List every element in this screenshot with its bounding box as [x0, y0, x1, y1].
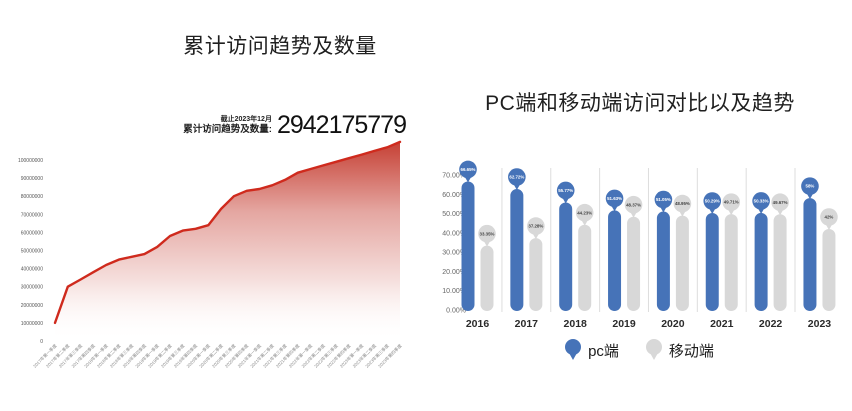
- balloon-bubble: [508, 168, 526, 186]
- left-y-tick-label: 0: [40, 339, 43, 345]
- left-chart-title: 累计访问趋势及数量: [183, 35, 377, 58]
- legend-balloon-icon: [565, 339, 582, 360]
- pc-bar-2018: [559, 202, 573, 311]
- balloon-bubble: [478, 224, 496, 243]
- legend-label: pc端: [588, 342, 619, 360]
- value-label: 37.28%: [528, 224, 543, 229]
- right-y-tick-label: 10.00%: [442, 288, 466, 295]
- summary-annotation: 截止2023年12月 累计访问趋势及数量: 2942175779: [148, 111, 407, 139]
- left-y-tick-label: 10000000: [21, 321, 43, 327]
- value-label: 49.71%: [724, 200, 739, 205]
- balloon-bubble: [459, 160, 477, 179]
- legend-label: 移动端: [668, 342, 714, 360]
- year-label: 2023: [808, 318, 832, 330]
- balloon-bubble: [605, 189, 624, 208]
- pc-bar-2023: [803, 198, 817, 311]
- left-y-tick-label: 70000000: [21, 212, 43, 218]
- year-label: 2016: [466, 318, 490, 330]
- chart-legend: pc端 移动端: [426, 338, 852, 362]
- left-y-tick-label: 20000000: [21, 303, 43, 309]
- trend-line: [53, 140, 402, 325]
- value-label: 55.77%: [558, 188, 573, 193]
- right-y-tick-label: 70.00%: [442, 172, 466, 179]
- left-y-tick-label: 40000000: [21, 267, 43, 273]
- year-label: 2019: [612, 318, 636, 330]
- balloon-bubble: [624, 195, 643, 214]
- pc-vs-mobile-bar-chart: 0.00% 10.00% 20.00% 30.00% 40.00% 50.00% 60.00…: [442, 160, 838, 330]
- value-label: 66.65%: [461, 167, 476, 172]
- balloon-bubble: [820, 208, 838, 226]
- mobile-bar-2023: [822, 228, 836, 311]
- annotation-total-value: 2942175779: [276, 111, 407, 139]
- pc-bar-2017: [510, 189, 524, 311]
- value-label: 42%: [825, 215, 834, 220]
- pc-bar-2016: [461, 181, 475, 311]
- balloon-bubble: [801, 177, 819, 195]
- balloon-bubble: [527, 217, 545, 235]
- year-label: 2022: [759, 318, 783, 330]
- balloon-bubble: [654, 190, 673, 209]
- left-y-tick-label: 80000000: [21, 194, 43, 200]
- left-y-tick-label: 60000000: [21, 230, 43, 236]
- mobile-bar-2017: [529, 238, 543, 311]
- year-label: 2017: [515, 318, 539, 330]
- value-label: 44.23%: [577, 210, 592, 215]
- year-label: 2021: [710, 318, 734, 330]
- area-series: [55, 141, 400, 341]
- balloon-bubble: [703, 192, 722, 210]
- legend-balloon-icon: [645, 339, 662, 360]
- right-y-tick-label: 60.00%: [442, 192, 466, 199]
- balloon-bubble: [673, 194, 692, 213]
- right-y-tick-label: 40.00%: [442, 230, 466, 237]
- mobile-bar-2022: [773, 214, 787, 311]
- value-label: 51.63%: [607, 196, 622, 201]
- balloon-bubble: [752, 192, 770, 210]
- mobile-bar-2020: [675, 215, 689, 311]
- value-label: 48.95%: [675, 201, 690, 206]
- value-label: 50.33%: [754, 199, 769, 204]
- mobile-bar-2018: [578, 224, 592, 311]
- legend-item-pc: pc端: [564, 338, 619, 362]
- value-label: 51.05%: [656, 197, 671, 202]
- value-label: 58%: [806, 184, 815, 189]
- right-chart-title: PC端和移动端访问对比以及趋势: [485, 92, 795, 115]
- balloon-bubble: [575, 203, 594, 222]
- balloon-bubble: [722, 193, 741, 211]
- pc-bar-2021: [705, 213, 719, 311]
- value-label: 49.67%: [773, 200, 788, 205]
- value-label: 50.29%: [705, 199, 720, 204]
- balloon-bubble: [556, 181, 575, 200]
- left-y-tick-label: 30000000: [21, 285, 43, 291]
- mobile-bar-2019: [627, 216, 641, 311]
- year-label: 2020: [661, 318, 685, 330]
- left-y-tick-label: 50000000: [21, 249, 43, 255]
- value-label: 62.72%: [509, 175, 524, 180]
- cumulative-area-chart: 0 10000000 20000000 30000000 40000000 5000000…: [18, 140, 404, 369]
- mobile-bar-2021: [724, 214, 738, 311]
- left-y-tick-label: 90000000: [21, 176, 43, 182]
- right-y-tick-label: 0.00%: [446, 308, 466, 315]
- year-label: 2018: [564, 318, 588, 330]
- right-y-tick-label: 50.00%: [442, 211, 466, 218]
- annotation-metric-label: 累计访问趋势及数量:: [183, 124, 272, 135]
- legend-item-mobile: 移动端: [645, 338, 714, 362]
- right-y-tick-label: 20.00%: [442, 269, 466, 276]
- value-label: 48.37%: [626, 202, 641, 207]
- pc-bar-2022: [754, 212, 768, 311]
- pc-vs-mobile-panel: PC端和移动端访问对比以及趋势 0.00% 10.00% 20.00% 30.00% 4…: [426, 0, 852, 411]
- pc-bar-2020: [656, 211, 670, 311]
- value-label: 33.35%: [480, 231, 495, 236]
- mobile-bar-2016: [480, 245, 494, 311]
- pc-bar-2019: [608, 210, 622, 311]
- right-y-tick-label: 30.00%: [442, 250, 466, 257]
- balloon-bubble: [771, 193, 789, 212]
- left-y-tick-label: 100000000: [18, 158, 43, 164]
- annotation-labels: 截止2023年12月 累计访问趋势及数量:: [148, 115, 272, 136]
- cumulative-visits-panel: 累计访问趋势及数量 截止2023年12月 累计访问趋势及数量: 29421757…: [18, 35, 407, 369]
- annotation-date-note: 截止2023年12月: [220, 116, 272, 123]
